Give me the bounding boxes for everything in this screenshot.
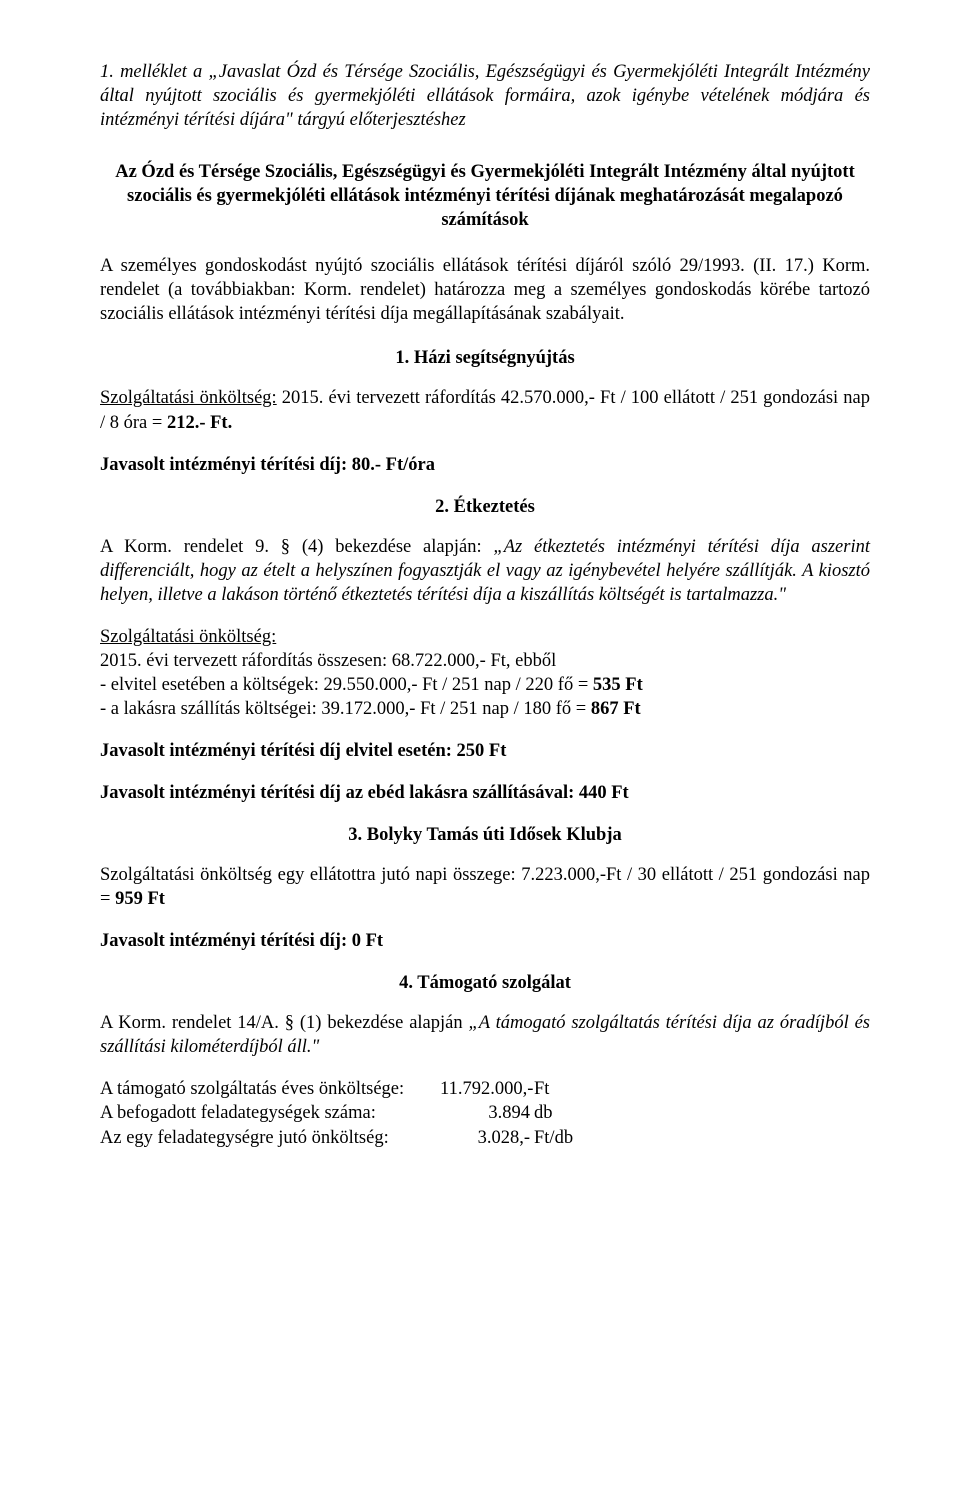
- document-title: Az Ózd és Térsége Szociális, Egészségügy…: [100, 160, 870, 232]
- cost-total: 2015. évi tervezett ráfordítás összesen:…: [100, 649, 870, 673]
- cost-delivery-result: 867 Ft: [591, 699, 641, 719]
- legal-lead: A Korm. rendelet 9. § (4) bekezdése alap…: [100, 537, 493, 557]
- section-2-heading: 2. Étkeztetés: [100, 495, 870, 519]
- table-row: A befogadott feladategységek száma: 3.89…: [100, 1101, 870, 1125]
- section-4-legal: A Korm. rendelet 14/A. § (1) bekezdése a…: [100, 1011, 870, 1059]
- cost-label: Szolgáltatási önköltség:: [100, 388, 277, 408]
- legal-lead: A Korm. rendelet 14/A. § (1) bekezdése a…: [100, 1013, 468, 1033]
- row-unit: Ft/db: [530, 1126, 573, 1150]
- section-3-cost-text: Szolgáltatási önköltség egy ellátottra j…: [100, 865, 870, 909]
- section-2-legal: A Korm. rendelet 9. § (4) bekezdése alap…: [100, 535, 870, 607]
- row-value: 11.792.000,-: [440, 1077, 530, 1101]
- document-page: 1. melléklet a „Javaslat Ózd és Térsége …: [0, 0, 960, 1501]
- row-value: 3.894: [440, 1101, 530, 1125]
- cost-pickup-result: 535 Ft: [593, 675, 643, 695]
- cost-pickup: - elvitel esetében a költségek: 29.550.0…: [100, 673, 870, 697]
- row-label: A befogadott feladategységek száma:: [100, 1101, 440, 1125]
- row-unit: Ft: [530, 1077, 549, 1101]
- section-1-heading: 1. Házi segítségnyújtás: [100, 346, 870, 370]
- row-label: Az egy feladategységre jutó önköltség:: [100, 1126, 440, 1150]
- section-4-heading: 4. Támogató szolgálat: [100, 971, 870, 995]
- cost-pickup-text: - elvitel esetében a költségek: 29.550.0…: [100, 675, 593, 695]
- section-3-recommendation: Javasolt intézményi térítési díj: 0 Ft: [100, 929, 870, 953]
- section-1-cost: Szolgáltatási önköltség: 2015. évi terve…: [100, 386, 870, 434]
- section-4-table: A támogató szolgáltatás éves önköltsége:…: [100, 1077, 870, 1149]
- cost-delivery-text: - a lakásra szállítás költségei: 39.172.…: [100, 699, 591, 719]
- table-row: A támogató szolgáltatás éves önköltsége:…: [100, 1077, 870, 1101]
- cost-label: Szolgáltatási önköltség:: [100, 625, 870, 649]
- attachment-header: 1. melléklet a „Javaslat Ózd és Térsége …: [100, 60, 870, 132]
- section-3-cost-result: 959 Ft: [115, 889, 165, 909]
- row-label: A támogató szolgáltatás éves önköltsége:: [100, 1077, 440, 1101]
- cost-result: 212.- Ft.: [167, 413, 232, 433]
- section-3-heading: 3. Bolyky Tamás úti Idősek Klubja: [100, 823, 870, 847]
- section-2-cost-block: Szolgáltatási önköltség: 2015. évi terve…: [100, 625, 870, 721]
- intro-paragraph: A személyes gondoskodást nyújtó szociáli…: [100, 254, 870, 326]
- section-3-cost: Szolgáltatási önköltség egy ellátottra j…: [100, 863, 870, 911]
- row-unit: db: [530, 1101, 553, 1125]
- section-2-recommendation-1: Javasolt intézményi térítési díj elvitel…: [100, 739, 870, 763]
- row-value: 3.028,-: [440, 1126, 530, 1150]
- section-2-recommendation-2: Javasolt intézményi térítési díj az ebéd…: [100, 781, 870, 805]
- section-1-recommendation: Javasolt intézményi térítési díj: 80.- F…: [100, 453, 870, 477]
- table-row: Az egy feladategységre jutó önköltség: 3…: [100, 1126, 870, 1150]
- cost-delivery: - a lakásra szállítás költségei: 39.172.…: [100, 697, 870, 721]
